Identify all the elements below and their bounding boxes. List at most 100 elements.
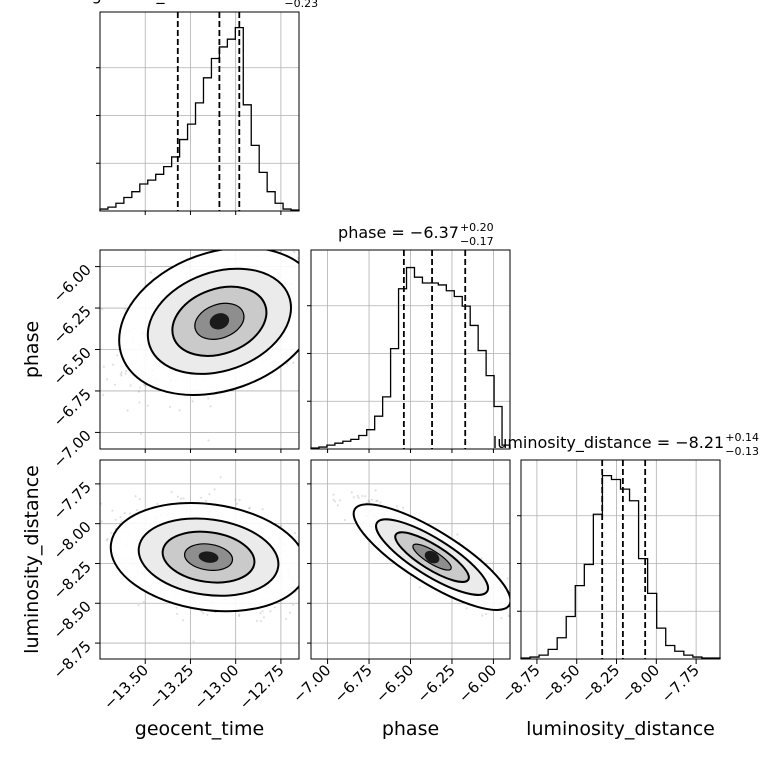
- sample-point: [336, 504, 339, 507]
- sample-point: [134, 495, 137, 498]
- sample-point: [138, 498, 141, 501]
- title-lower-error-luminosity_distance: −0.13: [725, 445, 759, 458]
- sample-point: [356, 494, 359, 497]
- sample-point: [110, 531, 113, 535]
- sample-point: [261, 610, 264, 613]
- panel-frame-geocent_time-vs-luminosity_distance: [99, 459, 300, 660]
- sample-point: [156, 502, 159, 506]
- sample-point: [125, 370, 128, 373]
- title-phase: phase = −6.37: [338, 223, 459, 242]
- sample-point: [105, 538, 108, 542]
- plot-area-phase-vs-luminosity_distance: [332, 489, 510, 620]
- sample-point: [113, 383, 117, 386]
- x-axis-label-phase: phase: [382, 718, 439, 740]
- sample-point: [500, 617, 503, 620]
- sample-point: [135, 509, 138, 512]
- sample-point: [247, 507, 251, 510]
- sample-point: [192, 640, 195, 643]
- sample-point: [375, 499, 378, 503]
- sample-point: [507, 614, 510, 617]
- sample-point: [142, 600, 145, 603]
- sample-point: [143, 383, 146, 387]
- density-peak-geocent_time-vs-phase: [209, 313, 230, 330]
- sample-point: [105, 378, 109, 381]
- sample-point: [259, 612, 262, 615]
- sample-point: [182, 619, 185, 622]
- sample-point: [259, 620, 263, 623]
- sample-point: [101, 308, 104, 311]
- sample-point: [106, 537, 109, 541]
- sample-point: [480, 557, 483, 560]
- sample-point: [102, 365, 105, 368]
- sample-point: [234, 498, 237, 501]
- sample-point: [296, 257, 299, 260]
- sample-point: [139, 432, 143, 435]
- sample-point: [176, 495, 180, 498]
- sample-point: [120, 371, 123, 374]
- sample-point: [367, 499, 370, 502]
- x-axis-label-geocent_time: geocent_time: [135, 718, 264, 740]
- sample-point: [128, 512, 132, 515]
- density-peak-geocent_time-vs-luminosity_distance: [198, 551, 219, 563]
- sample-point: [293, 250, 296, 254]
- sample-point: [485, 612, 488, 616]
- sample-point: [255, 619, 258, 622]
- sample-point: [182, 497, 185, 500]
- sample-point: [168, 405, 172, 408]
- sample-point: [343, 518, 347, 522]
- scatter-panel-geocent_time-vs-luminosity_distance: [99, 459, 300, 660]
- sample-point: [137, 604, 140, 607]
- sample-point: [145, 384, 148, 387]
- sample-point: [137, 390, 141, 393]
- sample-point: [333, 500, 337, 503]
- title-lower-error-phase: −0.17: [460, 235, 494, 248]
- histogram-step-luminosity_distance: [520, 474, 721, 659]
- sample-point: [149, 271, 152, 274]
- title-upper-error-phase: +0.20: [460, 221, 494, 234]
- sample-point: [293, 532, 297, 535]
- sample-point: [280, 525, 283, 528]
- sample-point: [418, 586, 421, 589]
- sample-point: [370, 498, 374, 501]
- density-peak-phase-vs-luminosity_distance: [424, 550, 440, 564]
- histogram-step-phase: [310, 266, 511, 449]
- sample-point: [376, 499, 379, 502]
- sample-point: [219, 476, 222, 479]
- title-lower-error-geocent_time: −0.23: [284, 0, 318, 10]
- sample-point: [481, 614, 484, 617]
- sample-point: [111, 509, 114, 512]
- sample-point: [207, 439, 210, 442]
- sample-point: [101, 393, 105, 396]
- sample-point: [456, 533, 459, 536]
- sample-point: [338, 499, 342, 502]
- sample-point: [213, 488, 216, 491]
- histogram-panel-luminosity_distance: [517, 459, 721, 660]
- sample-point: [120, 374, 123, 377]
- plot-area-geocent_time-vs-phase: [101, 250, 299, 442]
- sample-point: [100, 520, 103, 523]
- sample-point: [332, 498, 335, 501]
- sample-point: [139, 386, 142, 389]
- histogram-panel-geocent_time: [96, 11, 300, 212]
- panel-frame-diag-2: [520, 459, 721, 660]
- sample-point: [350, 491, 353, 494]
- sample-point: [123, 308, 126, 311]
- sample-point: [465, 607, 468, 610]
- sample-point: [261, 508, 264, 511]
- sample-point: [116, 354, 119, 357]
- sample-point: [332, 493, 335, 496]
- title-upper-error-luminosity_distance: +0.14: [725, 431, 759, 444]
- sample-point: [209, 405, 212, 408]
- sample-point: [357, 496, 360, 499]
- sample-point: [175, 606, 178, 609]
- sample-point: [176, 612, 179, 615]
- sample-point: [506, 577, 509, 580]
- panel-frame-diag-0: [99, 11, 300, 212]
- sample-point: [395, 505, 399, 508]
- sample-point: [401, 506, 405, 509]
- sample-point: [119, 515, 122, 518]
- y-axis-label-luminosity_distance: luminosity_distance: [21, 465, 43, 654]
- sample-point: [235, 502, 239, 505]
- title-geocent_time: geocent_time = −13.09: [92, 0, 284, 5]
